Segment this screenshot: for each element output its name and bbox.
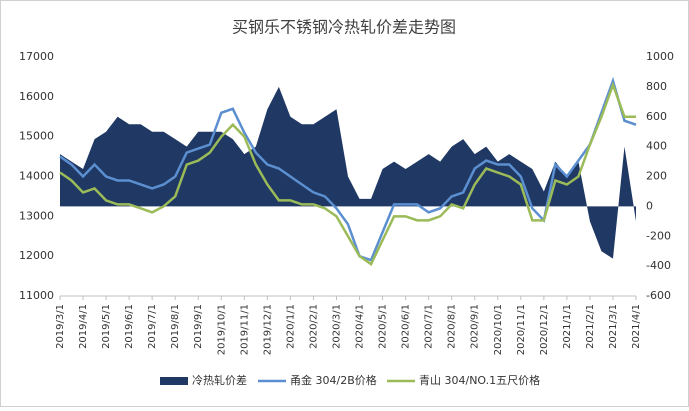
- x-tick-label: 2020/3/1: [331, 304, 342, 349]
- x-tick-label: 2020/8/1: [447, 304, 458, 349]
- y2-tick-label: -200: [646, 229, 671, 242]
- x-tick-label: 2019/8/1: [170, 304, 181, 349]
- x-tick-label: 2021/1/1: [562, 304, 573, 349]
- y2-tick-label: -600: [646, 289, 671, 302]
- x-tick-label: 2019/11/1: [239, 304, 250, 355]
- x-tick-label: 2020/4/1: [355, 304, 366, 349]
- x-tick-label: 2020/7/1: [424, 304, 435, 349]
- x-tick-label: 2020/10/1: [493, 304, 504, 355]
- line: [59, 81, 636, 266]
- legend-label: 青山 304/NO.1五尺价格: [419, 373, 540, 387]
- y-tick-label: 13000: [19, 209, 54, 222]
- x-tick-label: 2019/9/1: [193, 304, 204, 349]
- x-tick-label: 2021/4/1: [631, 304, 642, 349]
- y2-tick-label: 0: [646, 199, 653, 212]
- area: [60, 86, 636, 259]
- x-tick-label: 2020/1/1: [285, 304, 296, 349]
- y2-tick-label: 200: [646, 170, 667, 183]
- y-tick-label: 15000: [19, 130, 54, 143]
- y-tick-label: 14000: [19, 170, 54, 183]
- y-tick-label: 16000: [19, 90, 54, 103]
- y2-tick-label: 600: [646, 110, 667, 123]
- x-tick-label: 2020/2/1: [308, 304, 319, 349]
- x-tick-label: 2020/12/1: [539, 304, 550, 355]
- x-tick-label: 2019/6/1: [124, 304, 135, 349]
- x-tick-label: 2020/6/1: [401, 304, 412, 349]
- chart-title: 买钢乐不锈钢冷热轧价差走势图: [232, 18, 456, 37]
- x-tick-label: 2020/9/1: [470, 304, 481, 349]
- y-tick-label: 12000: [19, 249, 54, 262]
- x-tick-label: 2019/7/1: [147, 304, 158, 349]
- line: [59, 76, 637, 262]
- y-tick-label: 17000: [19, 50, 54, 63]
- x-tick-label: 2020/5/1: [378, 304, 389, 349]
- legend-label: 甬金 304/2B价格: [290, 373, 377, 387]
- x-tick-label: 2019/10/1: [216, 304, 227, 355]
- x-tick-label: 2019/12/1: [262, 304, 273, 355]
- y2-tick-label: 800: [646, 80, 667, 93]
- y2-tick-label: 1000: [646, 50, 674, 63]
- x-tick-label: 2021/3/1: [608, 304, 619, 349]
- y-tick-label: 11000: [19, 289, 54, 302]
- y2-tick-label: -400: [646, 259, 671, 272]
- x-tick-label: 2020/11/1: [516, 304, 527, 355]
- x-tick-label: 2019/5/1: [101, 304, 112, 349]
- x-tick-label: 2019/3/1: [55, 304, 66, 349]
- legend-swatch: [160, 377, 188, 385]
- x-tick-label: 2021/2/1: [585, 304, 596, 349]
- y2-tick-label: 400: [646, 140, 667, 153]
- x-tick-label: 2019/4/1: [78, 304, 89, 349]
- legend-label: 冷热轧价差: [192, 373, 247, 387]
